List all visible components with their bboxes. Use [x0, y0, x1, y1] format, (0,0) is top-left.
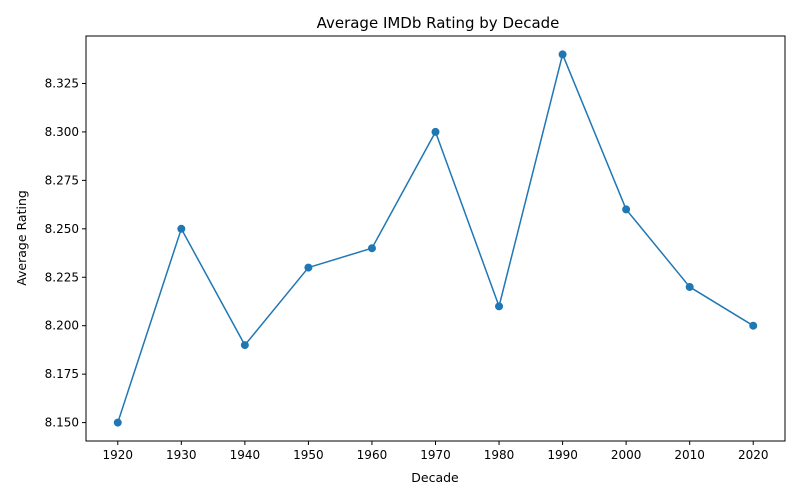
- series-layer: [113, 50, 758, 427]
- data-point: [304, 263, 313, 272]
- x-tick-label: 1970: [420, 448, 451, 462]
- y-tick-label: 8.150: [45, 416, 79, 430]
- x-tick-label: 2020: [738, 448, 769, 462]
- x-axis-ticks: 1920 1930 1940 1950 1960 1970 1980 1990 2000 2010…: [102, 441, 769, 462]
- data-point: [177, 224, 186, 233]
- y-axis-label: Average Rating: [14, 190, 29, 286]
- x-tick-label: 1950: [293, 448, 324, 462]
- y-tick-label: 8.300: [45, 125, 79, 139]
- y-tick-label: 8.325: [45, 76, 79, 90]
- x-tick-label: 1920: [102, 448, 133, 462]
- x-tick-label: 1940: [230, 448, 261, 462]
- data-point: [622, 205, 631, 214]
- y-tick-label: 8.200: [45, 319, 79, 333]
- y-tick-label: 8.275: [45, 173, 79, 187]
- data-point: [367, 244, 376, 253]
- data-point: [558, 50, 567, 59]
- x-tick-label: 2000: [611, 448, 642, 462]
- data-point: [749, 321, 758, 330]
- y-tick-label: 8.250: [45, 222, 79, 236]
- data-point: [240, 341, 249, 350]
- y-axis-ticks: 8.150 8.175 8.200 8.225 8.250 8.275 8.300 8.325: [45, 76, 86, 430]
- x-tick-label: 1980: [484, 448, 515, 462]
- plot-area: [86, 36, 785, 441]
- data-point: [431, 127, 440, 136]
- x-tick-label: 1990: [547, 448, 578, 462]
- data-point: [685, 282, 694, 291]
- x-axis-label: Decade: [411, 470, 459, 485]
- x-tick-label: 1960: [357, 448, 388, 462]
- data-point: [113, 418, 122, 427]
- y-tick-label: 8.225: [45, 270, 79, 284]
- data-point: [495, 302, 504, 311]
- x-tick-label: 2010: [674, 448, 705, 462]
- x-tick-label: 1930: [166, 448, 197, 462]
- chart-title: Average IMDb Rating by Decade: [317, 14, 560, 32]
- y-tick-label: 8.175: [45, 367, 79, 381]
